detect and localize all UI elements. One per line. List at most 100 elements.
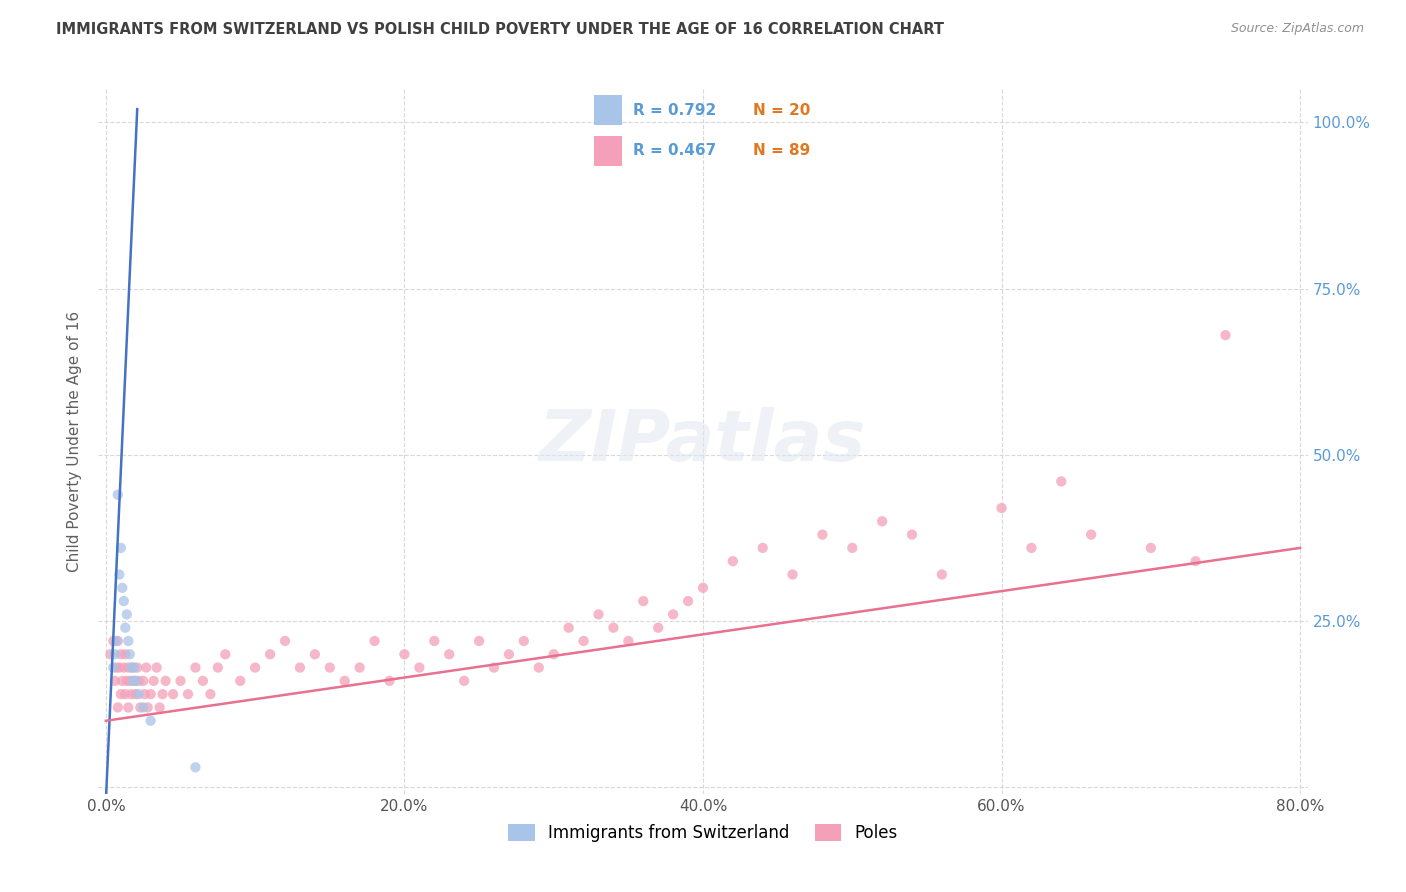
Point xyxy=(135,660,157,674)
Point xyxy=(200,687,222,701)
Text: IMMIGRANTS FROM SWITZERLAND VS POLISH CHILD POVERTY UNDER THE AGE OF 16 CORRELAT: IMMIGRANTS FROM SWITZERLAND VS POLISH CH… xyxy=(56,22,945,37)
Point xyxy=(132,700,155,714)
Point xyxy=(120,660,142,674)
Point xyxy=(617,634,640,648)
Point xyxy=(104,673,127,688)
Point xyxy=(378,673,401,688)
Text: N = 20: N = 20 xyxy=(754,103,811,118)
Point xyxy=(557,621,579,635)
Point xyxy=(468,634,491,648)
Point xyxy=(1184,554,1206,568)
Point xyxy=(184,760,207,774)
Point xyxy=(107,488,129,502)
Point xyxy=(990,501,1012,516)
Point xyxy=(117,660,139,674)
Point xyxy=(115,673,138,688)
Point xyxy=(274,634,297,648)
Point xyxy=(1215,328,1237,343)
Y-axis label: Child Poverty Under the Age of 16: Child Poverty Under the Age of 16 xyxy=(67,311,83,572)
Point xyxy=(288,660,311,674)
Point xyxy=(111,673,134,688)
Point xyxy=(721,554,744,568)
Point xyxy=(633,594,655,608)
Point xyxy=(121,673,143,688)
Point xyxy=(527,660,550,674)
Point xyxy=(120,687,142,701)
Point xyxy=(498,647,520,661)
Point xyxy=(104,647,127,661)
Point xyxy=(139,687,162,701)
Point xyxy=(184,660,207,674)
Point xyxy=(118,673,141,688)
Text: ZIPatlas: ZIPatlas xyxy=(540,407,866,476)
Point xyxy=(482,660,505,674)
Point xyxy=(207,660,229,674)
Point xyxy=(107,700,129,714)
Point xyxy=(423,634,446,648)
Point xyxy=(394,647,416,661)
Point xyxy=(177,687,200,701)
Point xyxy=(319,660,342,674)
Point xyxy=(110,541,132,555)
Point xyxy=(811,527,834,541)
Point xyxy=(931,567,953,582)
Point xyxy=(103,660,125,674)
Point xyxy=(572,634,595,648)
Point xyxy=(191,673,214,688)
Point xyxy=(870,514,893,528)
Point xyxy=(155,673,177,688)
Point xyxy=(243,660,266,674)
Point xyxy=(363,634,385,648)
Point xyxy=(112,660,135,674)
Point xyxy=(229,673,252,688)
Text: Source: ZipAtlas.com: Source: ZipAtlas.com xyxy=(1230,22,1364,36)
Point xyxy=(139,714,162,728)
Point xyxy=(105,634,128,648)
Point xyxy=(349,660,371,674)
Point xyxy=(1050,475,1073,489)
Point xyxy=(114,621,136,635)
Point xyxy=(98,647,121,661)
Point xyxy=(105,660,128,674)
Point xyxy=(108,567,131,582)
Point xyxy=(841,541,863,555)
Point xyxy=(107,634,129,648)
Point xyxy=(304,647,326,661)
Point xyxy=(692,581,714,595)
Point xyxy=(543,647,565,661)
Point xyxy=(1140,541,1163,555)
Point xyxy=(111,581,134,595)
Legend: Immigrants from Switzerland, Poles: Immigrants from Switzerland, Poles xyxy=(502,817,904,849)
Point xyxy=(128,687,150,701)
Point xyxy=(128,673,150,688)
Point xyxy=(132,673,155,688)
Point xyxy=(112,594,135,608)
Point xyxy=(129,700,152,714)
Point xyxy=(453,673,475,688)
Point xyxy=(122,673,145,688)
Point xyxy=(439,647,461,661)
Text: N = 89: N = 89 xyxy=(754,143,811,158)
Point xyxy=(118,647,141,661)
Point xyxy=(145,660,167,674)
Point xyxy=(162,687,184,701)
Point xyxy=(602,621,624,635)
Point xyxy=(117,700,139,714)
Point xyxy=(408,660,430,674)
Point xyxy=(110,647,132,661)
Point xyxy=(125,673,148,688)
Point xyxy=(122,660,145,674)
Point xyxy=(134,687,156,701)
Point xyxy=(152,687,174,701)
Point xyxy=(114,647,136,661)
Point xyxy=(901,527,924,541)
Point xyxy=(117,634,139,648)
Point xyxy=(782,567,804,582)
Point xyxy=(169,673,191,688)
Point xyxy=(1080,527,1102,541)
Point xyxy=(108,660,131,674)
Point xyxy=(662,607,685,622)
Point xyxy=(676,594,699,608)
Point xyxy=(125,687,148,701)
Point xyxy=(333,673,356,688)
